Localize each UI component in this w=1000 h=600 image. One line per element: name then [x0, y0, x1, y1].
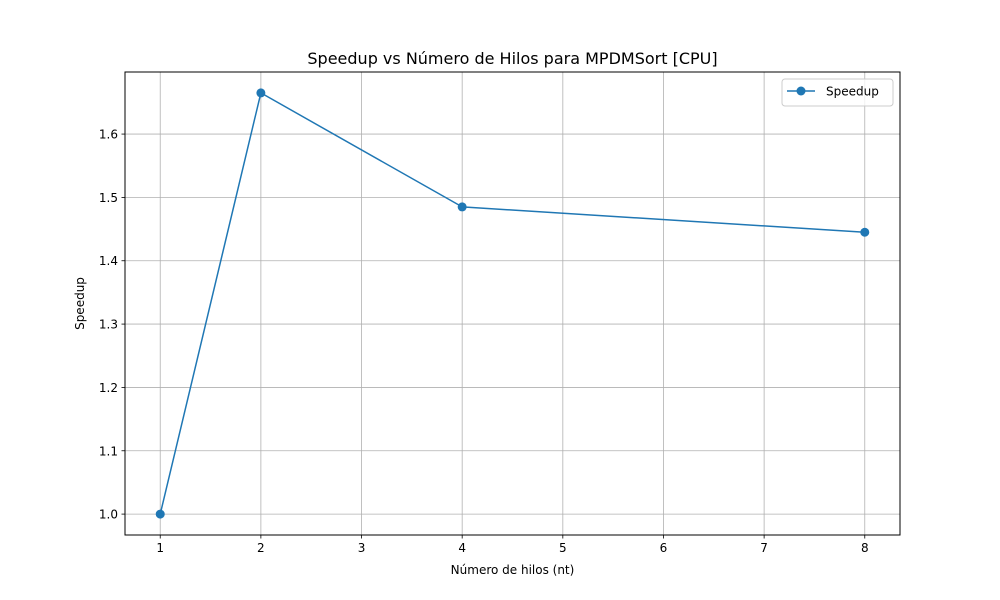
series-layer	[155, 88, 870, 519]
y-tick-label: 1.6	[99, 128, 118, 142]
x-tick-label: 4	[458, 541, 466, 555]
legend-marker	[796, 86, 806, 96]
x-axis-label: Número de hilos (nt)	[451, 563, 575, 577]
legend: Speedup	[781, 78, 894, 107]
x-tick-label: 7	[760, 541, 768, 555]
x-tick-label: 5	[559, 541, 567, 555]
data-point	[256, 88, 266, 98]
y-axis-ticks: 1.0 1.1 1.2 1.3 1.4 1.5 1.6	[99, 128, 125, 522]
y-tick-label: 1.1	[99, 444, 118, 458]
x-tick-label: 2	[257, 541, 265, 555]
y-tick-label: 1.4	[99, 254, 118, 268]
x-axis-ticks: 1 2 3 4 5 6 7 8	[156, 535, 869, 555]
y-tick-label: 1.0	[99, 508, 118, 522]
y-axis-label: Speedup	[73, 277, 87, 330]
chart-title: Speedup vs Número de Hilos para MPDMSort…	[307, 49, 717, 68]
series-line	[159, 92, 865, 515]
legend-box	[781, 78, 894, 107]
x-tick-label: 8	[861, 541, 869, 555]
y-tick-label: 1.2	[99, 381, 118, 395]
data-point	[860, 227, 870, 237]
data-point	[155, 509, 165, 519]
data-point	[457, 202, 467, 212]
x-tick-label: 3	[358, 541, 366, 555]
legend-label: Speedup	[826, 85, 879, 99]
y-tick-label: 1.5	[99, 191, 118, 205]
x-tick-label: 6	[660, 541, 668, 555]
y-tick-label: 1.3	[99, 318, 118, 332]
x-tick-label: 1	[156, 541, 164, 555]
plot-frame	[124, 71, 901, 536]
